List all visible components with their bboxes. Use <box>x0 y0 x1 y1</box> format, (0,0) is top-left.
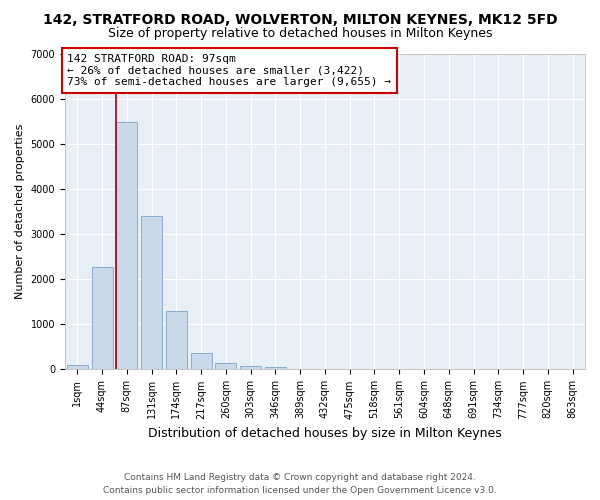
Bar <box>166 312 187 370</box>
Bar <box>191 353 212 370</box>
Bar <box>67 365 88 370</box>
Text: Contains HM Land Registry data © Crown copyright and database right 2024.
Contai: Contains HM Land Registry data © Crown c… <box>103 473 497 495</box>
Bar <box>141 216 162 370</box>
X-axis label: Distribution of detached houses by size in Milton Keynes: Distribution of detached houses by size … <box>148 427 502 440</box>
Text: 142, STRATFORD ROAD, WOLVERTON, MILTON KEYNES, MK12 5FD: 142, STRATFORD ROAD, WOLVERTON, MILTON K… <box>43 12 557 26</box>
Bar <box>116 122 137 370</box>
Text: 142 STRATFORD ROAD: 97sqm
← 26% of detached houses are smaller (3,422)
73% of se: 142 STRATFORD ROAD: 97sqm ← 26% of detac… <box>67 54 391 87</box>
Bar <box>215 362 236 370</box>
Bar <box>265 367 286 370</box>
Bar <box>92 267 113 370</box>
Bar <box>240 366 261 370</box>
Text: Size of property relative to detached houses in Milton Keynes: Size of property relative to detached ho… <box>108 28 492 40</box>
Y-axis label: Number of detached properties: Number of detached properties <box>15 124 25 300</box>
